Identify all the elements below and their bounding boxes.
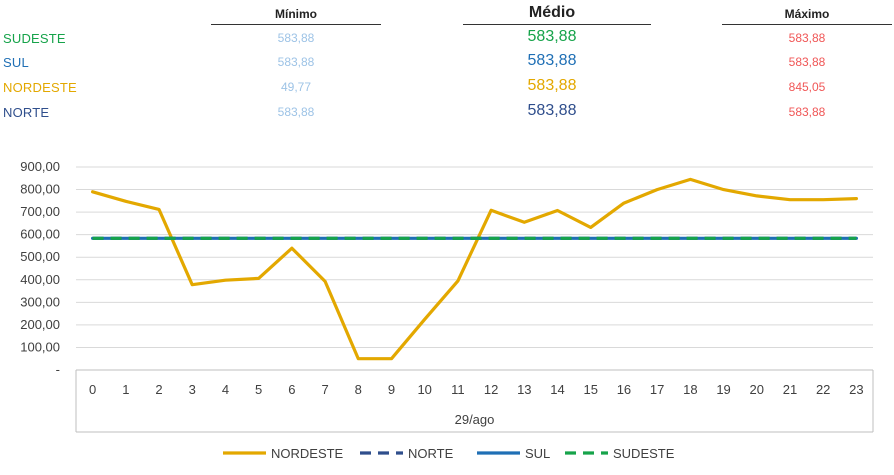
x-tick-label: 20 <box>750 382 764 397</box>
legend-label-norte: NORTE <box>408 446 454 461</box>
x-tick-label: 23 <box>849 382 863 397</box>
legend-label-sul: SUL <box>525 446 550 461</box>
region-label-sudeste: SUDESTE <box>3 31 66 46</box>
gridlines <box>76 166 873 348</box>
x-tick-label: 0 <box>89 382 96 397</box>
header-maximo: Máximo <box>784 7 830 21</box>
max-value-sul: 583,88 <box>788 55 826 69</box>
axes: - 100,00 200,00 300,00 400,00 500,00 600,00 700… <box>20 159 874 433</box>
header-minimo-underline <box>211 24 381 25</box>
header-medio-underline <box>463 24 651 25</box>
x-tick-label: 12 <box>484 382 498 397</box>
x-tick-label: 6 <box>288 382 295 397</box>
region-label-sul: SUL <box>3 55 29 70</box>
legend-label-sudeste: SUDESTE <box>613 446 675 461</box>
header-medio: Médio <box>528 4 576 21</box>
avg-value-norte: 583,88 <box>527 102 577 119</box>
x-tick-label: 7 <box>321 382 328 397</box>
y-tick-label: 600,00 <box>20 227 60 242</box>
series-line-nordeste <box>90 177 859 361</box>
x-tick-label: 9 <box>388 382 395 397</box>
x-tick-label: 1 <box>122 382 129 397</box>
y-tick-label: 100,00 <box>20 339 60 354</box>
series-lines <box>90 177 859 361</box>
avg-value-nordeste: 583,88 <box>527 77 577 94</box>
y-tick-label: 800,00 <box>20 182 60 197</box>
x-tick-label: 14 <box>550 382 564 397</box>
avg-value-sudeste: 583,88 <box>527 28 577 45</box>
min-value-sul: 583,88 <box>277 55 315 69</box>
y-tick-label: 300,00 <box>20 294 60 309</box>
min-value-sudeste: 583,88 <box>277 31 315 45</box>
x-tick-label: 19 <box>716 382 730 397</box>
y-tick-label: 900,00 <box>20 159 60 174</box>
x-tick-label: 10 <box>417 382 431 397</box>
header-minimo: Mínimo <box>275 7 317 21</box>
y-tick-label: - <box>56 362 60 377</box>
x-tick-label: 22 <box>816 382 830 397</box>
min-value-nordeste: 49,77 <box>280 80 312 94</box>
y-tick-label: 500,00 <box>20 249 60 264</box>
x-tick-label: 11 <box>451 382 465 397</box>
x-axis-group-label: 29/ago <box>455 412 495 427</box>
header-maximo-underline <box>722 24 892 25</box>
avg-value-sul: 583,88 <box>527 52 577 69</box>
min-value-norte: 583,88 <box>277 105 315 119</box>
max-value-nordeste: 845,05 <box>788 80 826 94</box>
y-tick-label: 400,00 <box>20 272 60 287</box>
max-value-sudeste: 583,88 <box>788 31 826 45</box>
x-tick-label: 8 <box>355 382 362 397</box>
max-value-norte: 583,88 <box>788 105 826 119</box>
x-tick-label: 13 <box>517 382 531 397</box>
x-tick-label: 2 <box>155 382 162 397</box>
legend-label-nordeste: NORDESTE <box>271 446 344 461</box>
x-tick-label: 21 <box>783 382 797 397</box>
x-tick-label: 4 <box>222 382 229 397</box>
legend: NORDESTE NORTE SUL SUDESTE <box>223 446 675 461</box>
y-tick-label: 200,00 <box>20 317 60 332</box>
x-tick-label: 18 <box>683 382 697 397</box>
x-tick-label: 5 <box>255 382 262 397</box>
x-tick-label: 16 <box>617 382 631 397</box>
x-tick-label: 3 <box>189 382 196 397</box>
x-tick-label: 15 <box>583 382 597 397</box>
region-label-norte: NORTE <box>3 105 50 120</box>
x-tick-label: 17 <box>650 382 664 397</box>
y-tick-label: 700,00 <box>20 204 60 219</box>
region-label-nordeste: NORDESTE <box>3 80 77 95</box>
